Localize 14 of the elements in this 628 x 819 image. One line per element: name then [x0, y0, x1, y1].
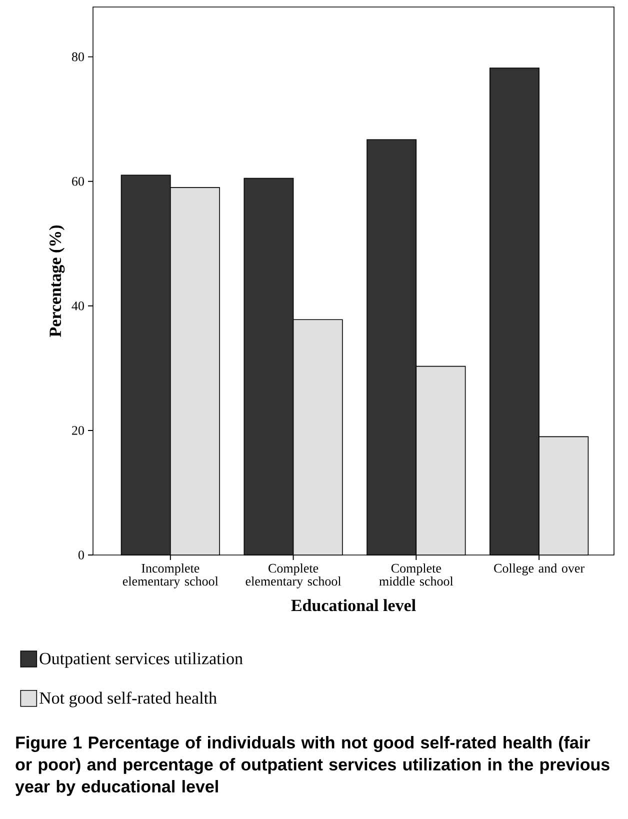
- y-tick-label: 60: [72, 176, 84, 186]
- y-tick-label: 20: [72, 426, 84, 435]
- legend-label: Not good self-rated health: [40, 692, 217, 708]
- x-tick-label: Complete middle school: [379, 564, 454, 586]
- x-tick-label: Complete elementary school: [246, 564, 342, 588]
- y-tick-label: 40: [72, 302, 84, 310]
- legend-label: Outpatient services utilization: [40, 652, 243, 668]
- caption: Figure 1 Percentage of individuals with not good self-rated health (fair or poor) and percentage of outpatient services utilization in the previous year by educational level: [15, 736, 610, 796]
- y-tick-label: 0: [78, 550, 84, 560]
- x-tick-label: Incomplete elementary school: [122, 564, 218, 588]
- y-tick-label: 80: [72, 52, 84, 62]
- x-tick-label: College and over: [494, 564, 584, 576]
- y-axis-title: Percentage (%): [49, 225, 65, 337]
- x-axis-title: Educational level: [291, 599, 416, 612]
